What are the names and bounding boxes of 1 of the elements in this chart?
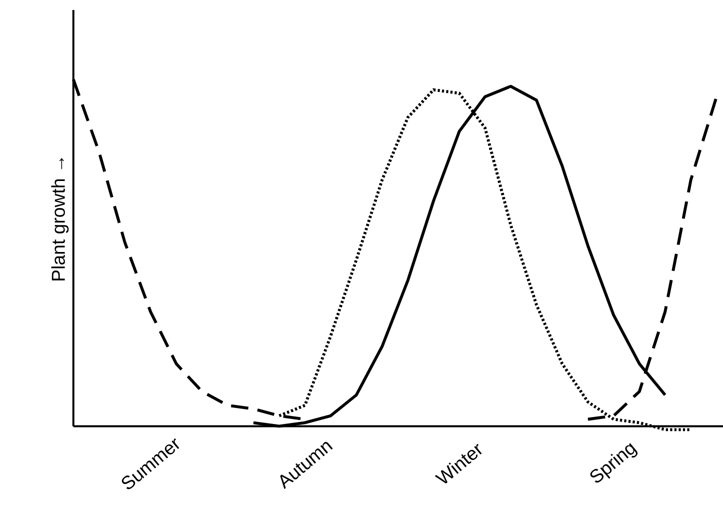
y-axis-title: Plant growth → — [51, 158, 69, 280]
